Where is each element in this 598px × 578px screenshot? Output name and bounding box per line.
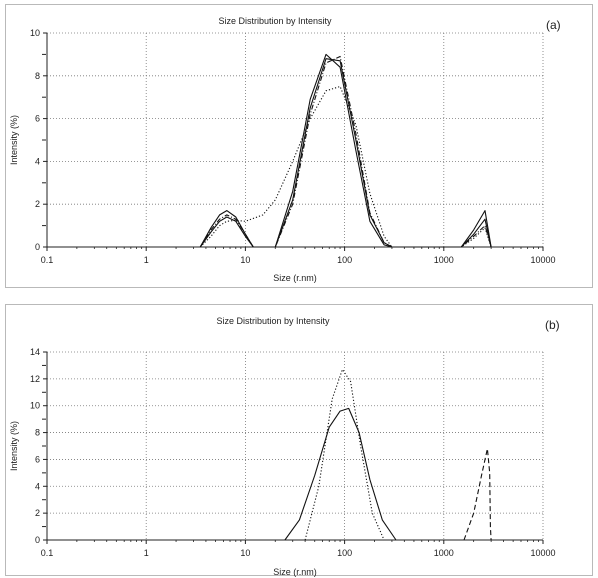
x-axis-label: Size (r.nm) xyxy=(273,273,317,283)
y-tick-label: 2 xyxy=(35,199,40,209)
x-tick-label: 100 xyxy=(337,548,352,558)
y-tick-label: 14 xyxy=(30,347,40,357)
y-axis-label: Intensity (%) xyxy=(9,115,19,165)
y-tick-label: 12 xyxy=(30,374,40,384)
chart-a-svg: Size Distribution by Intensity (a)0246810… xyxy=(9,16,561,283)
series-line-4 xyxy=(199,85,492,248)
chart-panel-a: Size Distribution by Intensity (a) 0 2 4 6 8 10… xyxy=(5,4,593,288)
series-line-3 xyxy=(463,448,492,541)
y-tick-label: 8 xyxy=(35,428,40,438)
y-tick-label: 0 xyxy=(35,242,40,252)
y-tick-label: 2 xyxy=(35,508,40,518)
chart-panel-b: Size Distribution by Intensity (b) 0 2 4 6 8 10… xyxy=(5,304,593,577)
series-line-1 xyxy=(284,407,397,541)
x-tick-label: 0.1 xyxy=(41,548,54,558)
series-line-3 xyxy=(199,55,492,248)
x-tick-label: 10000 xyxy=(530,255,555,265)
panel-label: (a) xyxy=(546,18,561,32)
x-axis-label: Size (r.nm) xyxy=(273,567,317,577)
x-tick-label: 10 xyxy=(240,548,250,558)
x-tick-label: 1000 xyxy=(434,548,454,558)
y-tick-label: 6 xyxy=(35,114,40,124)
x-tick-label: 1 xyxy=(144,255,149,265)
y-tick-label: 10 xyxy=(30,28,40,38)
y-tick-label: 4 xyxy=(35,156,40,166)
series-line-2 xyxy=(304,368,385,541)
x-tick-label: 0.1 xyxy=(41,255,54,265)
x-tick-label: 10 xyxy=(240,255,250,265)
chart-title: Size Distribution by Intensity xyxy=(218,16,332,26)
series-line-2 xyxy=(199,58,492,248)
y-tick-label: 8 xyxy=(35,71,40,81)
x-tick-label: 1 xyxy=(144,548,149,558)
y-axis-label: Intensity (%) xyxy=(9,421,19,471)
x-tick-label: 100 xyxy=(337,255,352,265)
y-tick-label: 10 xyxy=(30,401,40,411)
x-tick-label: 10000 xyxy=(530,548,555,558)
y-tick-label: 0 xyxy=(35,535,40,545)
y-tick-label: 6 xyxy=(35,454,40,464)
panel-label: (b) xyxy=(545,318,560,332)
chart-b-svg: Size Distribution by Intensity (b)0246810… xyxy=(9,316,560,577)
chart-title: Size Distribution by Intensity xyxy=(216,316,330,326)
x-tick-label: 1000 xyxy=(434,255,454,265)
y-tick-label: 4 xyxy=(35,481,40,491)
